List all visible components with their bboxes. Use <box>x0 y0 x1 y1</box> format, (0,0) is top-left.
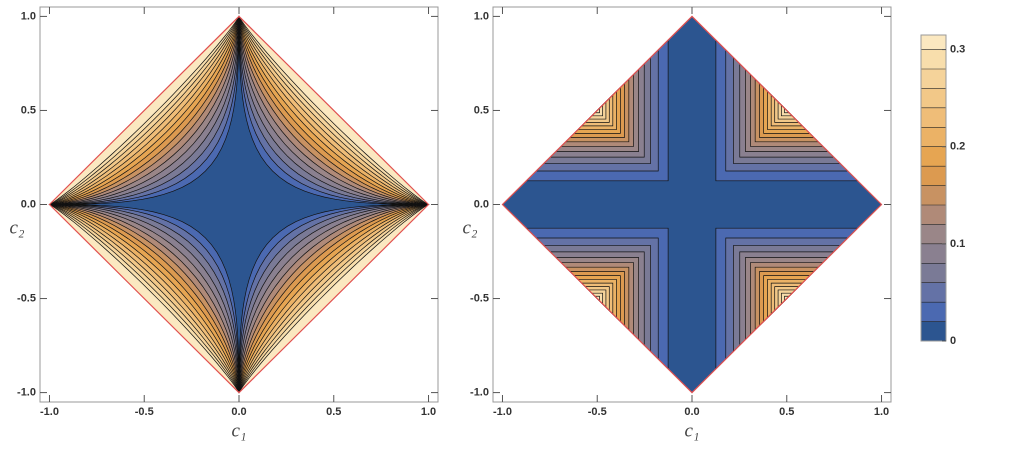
x-tick-label: 0.5 <box>326 406 341 418</box>
y-tick-label: -0.5 <box>17 292 36 304</box>
domain-edge <box>48 15 430 394</box>
colorbar-band <box>921 243 946 264</box>
y-tick-label: 0.0 <box>21 198 36 210</box>
colorbar-frame <box>920 34 947 342</box>
x-tick-label: -0.5 <box>588 406 607 418</box>
y-tick-label: 1.0 <box>474 10 489 22</box>
colorbar-band <box>921 35 946 50</box>
colorbar-band <box>921 166 946 186</box>
colorbar-tick-label: 0.2 <box>950 141 965 153</box>
y-tick-label: 0.5 <box>21 104 36 116</box>
colorbar-band <box>921 185 946 205</box>
x-tick-label: 1.0 <box>421 406 436 418</box>
colorbar-band <box>921 88 946 108</box>
y-tick-label: 0.0 <box>474 198 489 210</box>
x-tick-label: -0.5 <box>135 406 154 418</box>
domain-edge <box>501 15 883 394</box>
colorbar-band <box>921 69 946 89</box>
x-axis-label: c₁ <box>231 420 246 441</box>
x-axis-label: c₁ <box>684 420 699 441</box>
colorbar-band <box>921 49 946 69</box>
contour-region <box>49 16 429 393</box>
colorbar-band <box>921 282 946 303</box>
y-tick-label: 0.5 <box>474 104 489 116</box>
colorbar-band <box>921 107 946 128</box>
y-tick-label: 1.0 <box>21 10 36 22</box>
x-tick-label: 0.5 <box>779 406 794 418</box>
colorbar-band <box>921 146 946 167</box>
colorbar-band <box>921 205 946 225</box>
y-axis-label: c₂ <box>9 217 24 238</box>
x-tick-label: -1.0 <box>493 406 512 418</box>
y-axis-label: c₂ <box>462 217 477 238</box>
colorbar-tick-label: 0.3 <box>950 43 965 55</box>
y-tick-label: -0.5 <box>470 292 489 304</box>
colorbar-band <box>921 302 946 322</box>
colorbar-band <box>921 127 946 147</box>
colorbar-band <box>921 263 946 283</box>
y-tick-label: -1.0 <box>470 387 489 399</box>
x-tick-label: 1.0 <box>874 406 889 418</box>
y-tick-label: -1.0 <box>17 387 36 399</box>
x-tick-label: 0.0 <box>684 406 699 418</box>
x-tick-label: 0.0 <box>231 406 246 418</box>
colorbar-tick-label: 0.1 <box>950 238 965 250</box>
colorbar-band <box>921 321 946 341</box>
colorbar-tick-label: 0 <box>950 335 956 347</box>
x-tick-label: -1.0 <box>40 406 59 418</box>
colorbar-band <box>921 224 946 244</box>
